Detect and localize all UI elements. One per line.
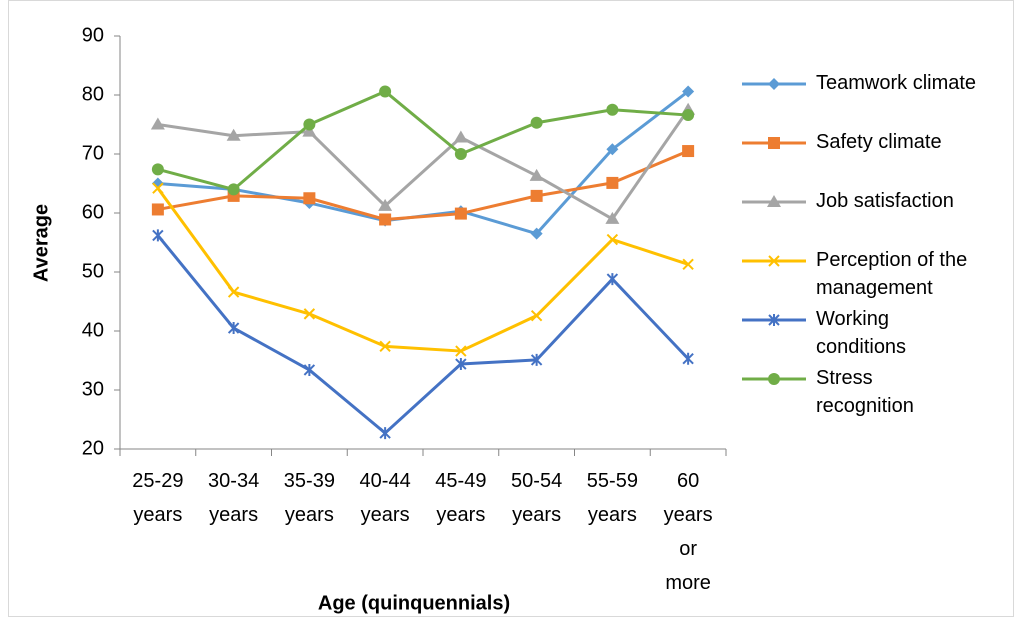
marker — [455, 358, 467, 371]
marker — [530, 116, 543, 129]
marker — [379, 427, 391, 440]
marker — [530, 353, 543, 366]
marker — [379, 340, 391, 353]
marker — [226, 128, 241, 141]
chart-border — [8, 0, 1014, 617]
legend-label: Perception of the management — [816, 249, 967, 299]
series — [152, 229, 694, 440]
y-tick-label: 30 — [82, 378, 104, 400]
marker — [768, 373, 780, 385]
marker — [682, 109, 695, 122]
marker — [606, 233, 619, 246]
marker — [768, 137, 780, 149]
x-tick-label: 30-34 years — [208, 470, 259, 526]
marker — [227, 286, 240, 298]
legend-label: Job satisfaction — [816, 190, 954, 212]
marker — [454, 207, 467, 220]
marker — [378, 198, 393, 211]
marker — [303, 363, 316, 376]
marker — [151, 203, 164, 216]
y-axis-title: Average — [30, 204, 52, 282]
marker — [379, 213, 392, 226]
x-tick-label: 45-49 years — [435, 470, 486, 526]
y-tick-label: 20 — [82, 437, 104, 459]
x-tick-label: 60 years or more — [664, 470, 713, 594]
marker — [605, 211, 620, 224]
marker — [227, 322, 240, 335]
series-line — [157, 149, 689, 221]
marker — [606, 273, 619, 286]
y-tick-label: 50 — [82, 260, 104, 282]
series-line — [156, 234, 690, 435]
legend-label: Working conditions — [816, 308, 906, 358]
marker — [152, 182, 164, 194]
marker — [303, 118, 316, 131]
y-tick-label: 80 — [82, 83, 104, 105]
legend-label: Safety climate — [816, 131, 942, 153]
x-tick-label: 55-59 years — [587, 470, 638, 526]
marker — [303, 308, 316, 320]
marker — [606, 143, 619, 156]
marker — [529, 168, 544, 181]
marker — [303, 192, 316, 205]
x-tick-label: 35-39 years — [284, 470, 335, 526]
legend-label: Stress recognition — [816, 367, 914, 417]
marker — [530, 227, 543, 240]
series-line — [157, 89, 689, 191]
series-line — [157, 108, 690, 221]
series — [151, 85, 695, 196]
marker — [150, 117, 165, 130]
marker — [302, 124, 317, 137]
x-tick-label: 50-54 years — [511, 470, 562, 526]
marker — [768, 314, 780, 326]
marker — [530, 309, 543, 322]
y-tick-label: 70 — [82, 142, 104, 164]
marker — [454, 148, 467, 160]
marker — [151, 163, 164, 176]
x-tick-label: 25-29 years — [132, 470, 183, 526]
y-tick-label: 40 — [82, 319, 104, 341]
series — [152, 182, 694, 357]
marker — [606, 176, 619, 189]
legend-label: Teamwork climate — [816, 72, 976, 94]
marker — [606, 103, 619, 116]
marker — [530, 189, 543, 202]
marker — [682, 352, 694, 365]
marker — [453, 130, 468, 143]
marker — [682, 85, 695, 98]
series-line — [156, 187, 689, 353]
marker — [768, 78, 780, 90]
marker — [682, 145, 695, 158]
marker — [767, 195, 781, 207]
series — [150, 102, 696, 224]
y-tick-label: 60 — [82, 201, 104, 223]
marker — [682, 258, 694, 271]
marker — [152, 229, 164, 242]
marker — [379, 85, 392, 98]
marker — [768, 255, 780, 267]
y-tick-label: 90 — [82, 24, 104, 46]
x-tick-label: 40-44 years — [360, 470, 411, 526]
marker — [227, 183, 240, 196]
marker — [455, 345, 467, 357]
x-axis-title: Age (quinquennials) — [318, 592, 510, 614]
